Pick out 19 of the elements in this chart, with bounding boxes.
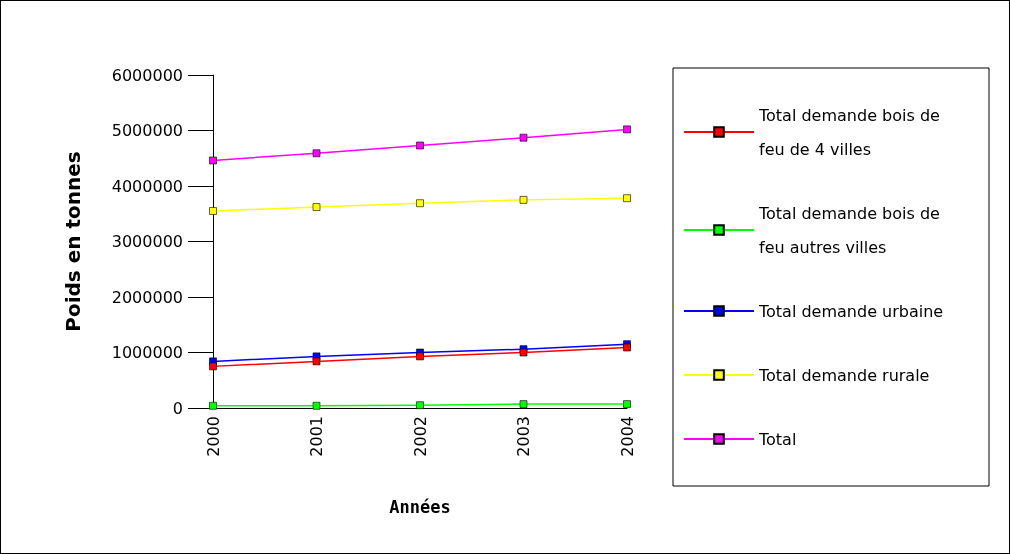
y-tick-label: 4000000 bbox=[111, 176, 183, 196]
y-tick-label: 6000000 bbox=[111, 65, 183, 85]
x-tick-label: 2002 bbox=[410, 416, 430, 457]
y-tick-label: 2000000 bbox=[111, 287, 183, 307]
x-tick-label: 2000 bbox=[203, 416, 223, 457]
y-tick-label: 5000000 bbox=[111, 121, 183, 140]
legend-label: Total demande urbaine bbox=[758, 301, 944, 321]
y-tick-label: 3000000 bbox=[111, 232, 183, 251]
y-tick-label: 1000000 bbox=[111, 343, 183, 362]
legend-label: Total demande bois de feu de 4 villes bbox=[758, 105, 945, 159]
x-tick-label: 2003 bbox=[514, 416, 533, 457]
legend-label: Total demande bois de feu autres villes bbox=[758, 203, 945, 257]
legend-label: Total bbox=[758, 429, 797, 449]
x-axis-title: Années bbox=[389, 496, 451, 517]
x-tick-label: 2004 bbox=[617, 416, 637, 457]
y-axis-title: Poids en tonnes bbox=[61, 151, 85, 332]
y-tick-label: 0 bbox=[172, 398, 183, 418]
x-tick-label: 2001 bbox=[307, 416, 326, 457]
legend-label: Total demande rurale bbox=[758, 365, 930, 385]
